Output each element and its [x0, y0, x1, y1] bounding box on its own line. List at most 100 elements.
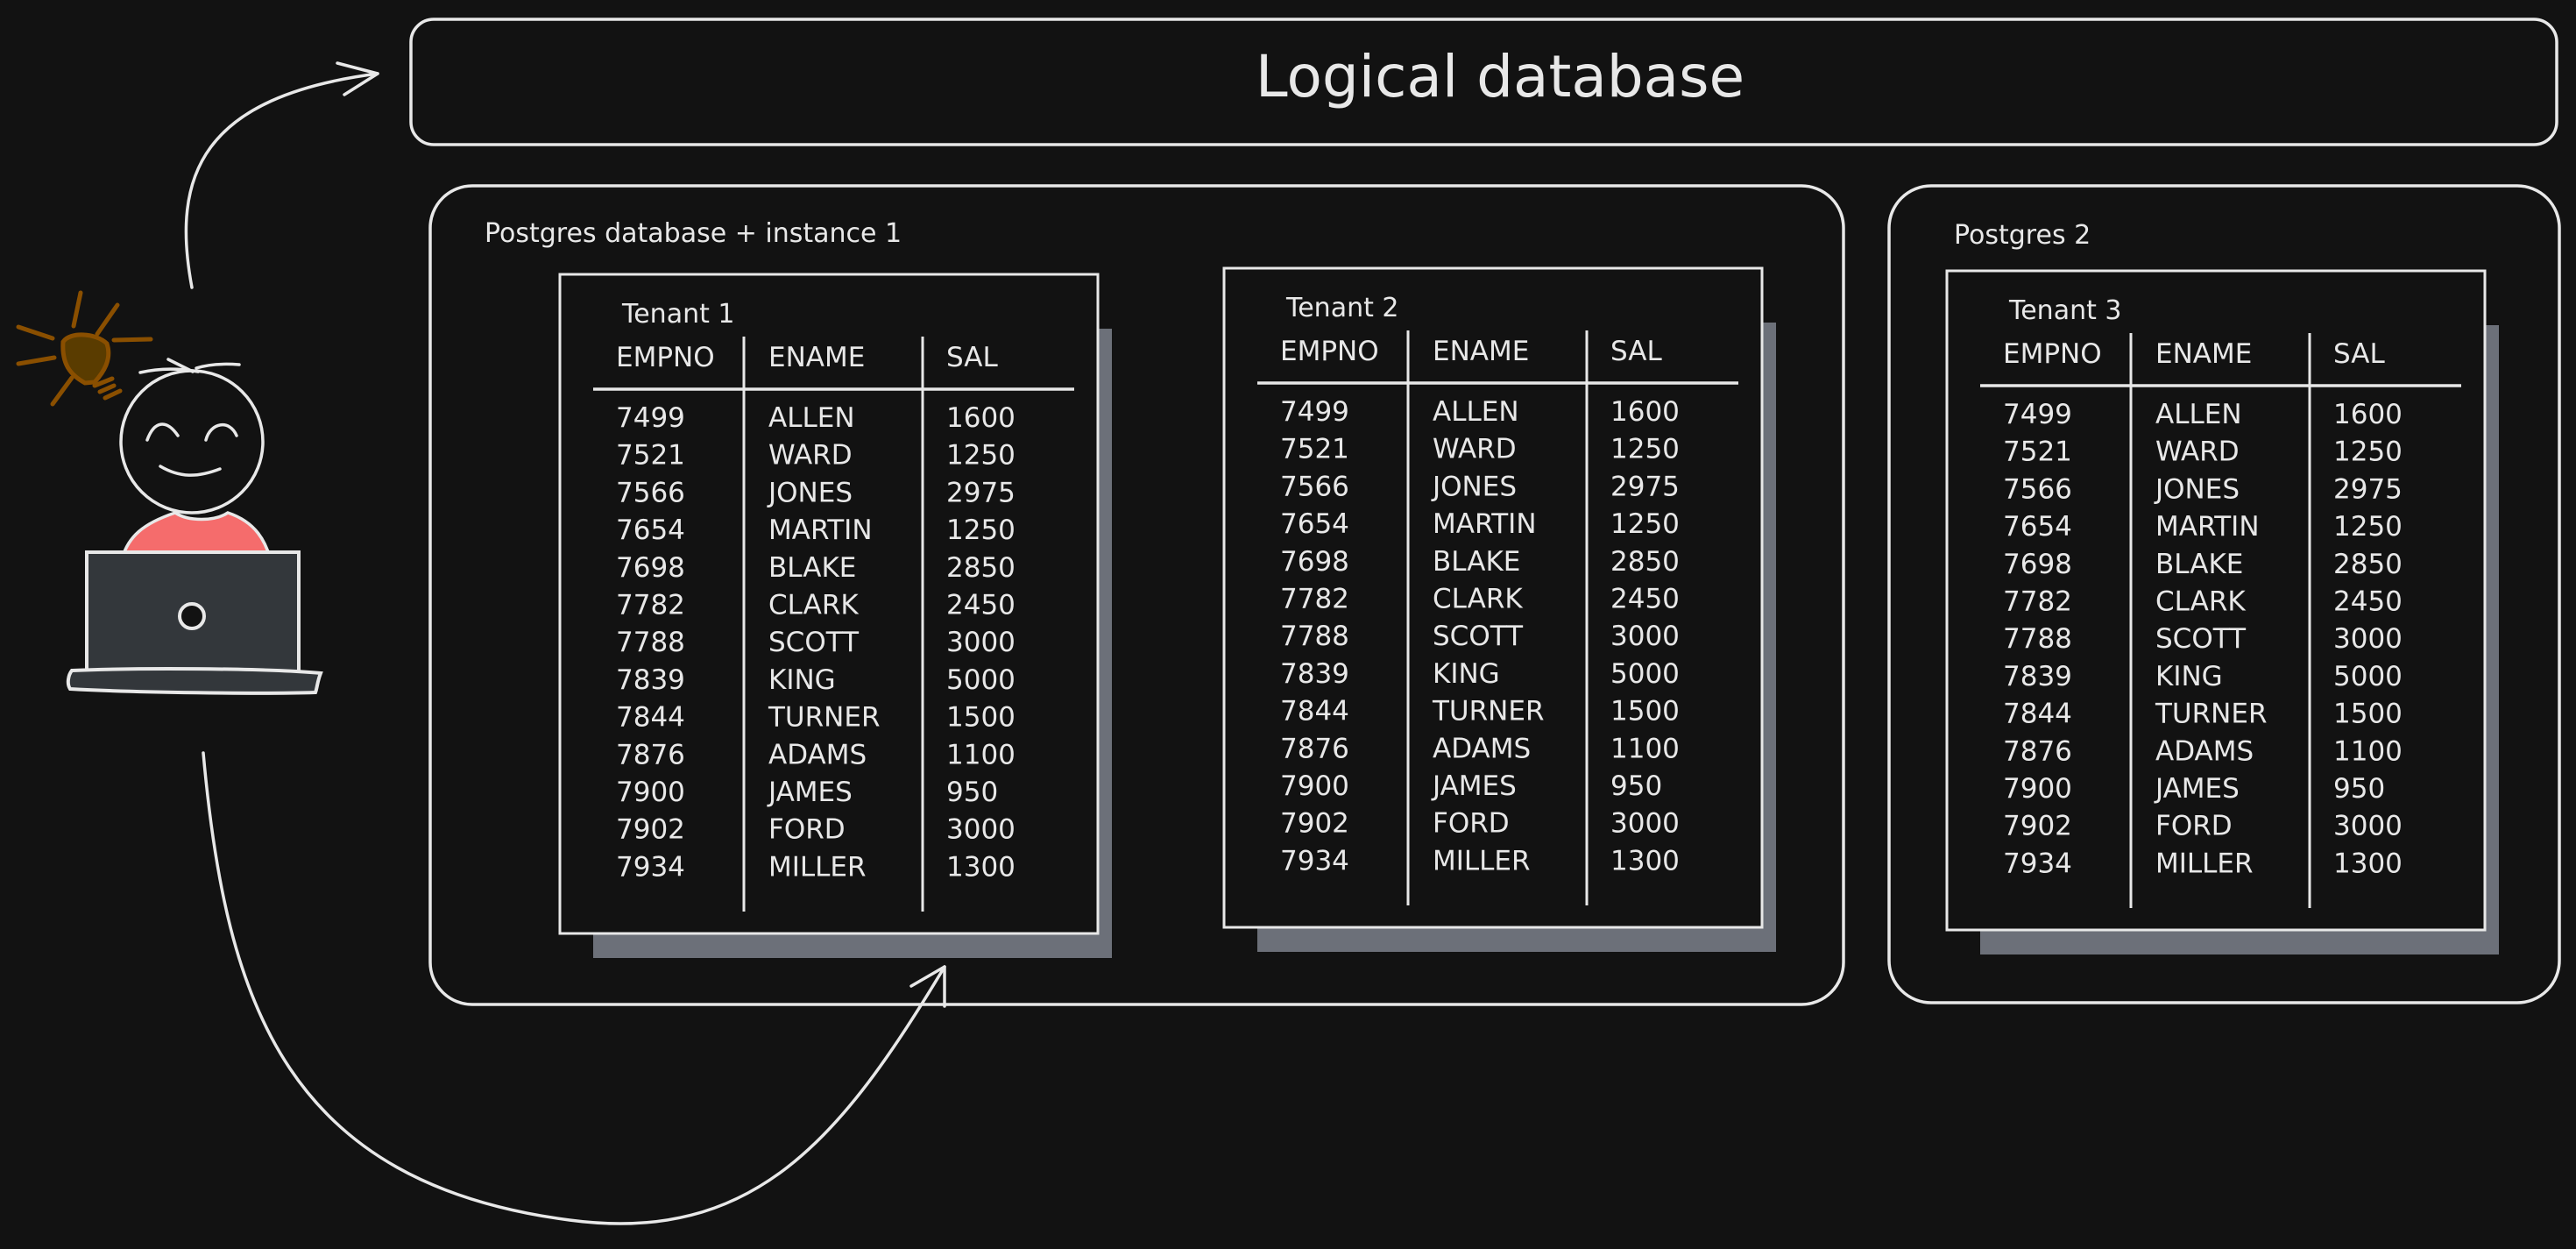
table-row: 7900 JAMES 950	[2003, 773, 2385, 805]
table-row: 7902 FORD 3000	[1280, 808, 1680, 840]
table-row: 7876 ADAMS 1100	[2003, 735, 2403, 767]
table-cell: TURNER	[768, 702, 880, 734]
table-cell: 7839	[1280, 658, 1349, 690]
table-cell: 950	[1610, 770, 1662, 802]
table-row: 7782 CLARK 2450	[1280, 584, 1680, 615]
table-cell: 7900	[1280, 770, 1349, 802]
table-cell: WARD	[768, 440, 853, 472]
instance-1-label: Postgres database + instance 1	[485, 218, 902, 249]
table-cell: 1500	[946, 702, 1016, 734]
table-cell: JONES	[1431, 471, 1517, 502]
table-cell: SCOTT	[1433, 621, 1524, 652]
table-row: 7902 FORD 3000	[2003, 811, 2403, 842]
table-cell: CLARK	[768, 590, 859, 621]
table-row: 7788 SCOTT 3000	[616, 627, 1016, 658]
tenant-label: Tenant 1	[621, 299, 734, 330]
table-cell: 7876	[616, 739, 685, 770]
table-cell: WARD	[1433, 434, 1517, 465]
table-cell: 7654	[1280, 508, 1349, 540]
table-row: 7844 TURNER 1500	[2003, 699, 2403, 730]
table-cell: 7934	[616, 851, 685, 883]
table-cell: MARTIN	[2155, 511, 2260, 543]
person-icon	[118, 358, 276, 573]
table-cell: 1250	[1610, 434, 1680, 465]
table-cell: 2975	[1610, 471, 1680, 502]
table-cell: KING	[1433, 658, 1500, 690]
table-cell: MILLER	[1433, 845, 1531, 876]
table-cell: 5000	[2333, 661, 2403, 692]
table-cell: 2450	[2333, 586, 2403, 618]
table-cell: SCOTT	[2155, 623, 2247, 655]
table-cell: 2850	[1610, 546, 1680, 578]
table-cell: 3000	[1610, 808, 1680, 840]
table-cell: 5000	[1610, 658, 1680, 690]
table-row: 7521 WARD 1250	[2003, 436, 2403, 468]
table-row: 7844 TURNER 1500	[616, 702, 1016, 734]
column-header: EMPNO	[616, 342, 715, 373]
table-cell: 7902	[2003, 811, 2072, 842]
table-row: 7876 ADAMS 1100	[1280, 733, 1680, 764]
table-cell: ALLEN	[2155, 399, 2242, 430]
table-cell: MARTIN	[1433, 508, 1537, 540]
table-cell: 1300	[2333, 848, 2403, 879]
table-cell: 7566	[1280, 471, 1349, 502]
table-cell: 7698	[1280, 546, 1349, 578]
table-row: 7698 BLAKE 2850	[2003, 549, 2403, 580]
table-cell: 7876	[1280, 733, 1349, 764]
table-row: 7902 FORD 3000	[616, 814, 1016, 846]
table-row: 7934 MILLER 1300	[1280, 845, 1680, 876]
table-cell: 3000	[946, 814, 1016, 846]
table-cell: 7788	[616, 627, 685, 658]
table-cell: ADAMS	[1433, 733, 1531, 764]
table-cell: 7521	[616, 440, 685, 472]
table-row: 7900 JAMES 950	[1280, 770, 1662, 802]
table-cell: 1600	[1610, 396, 1680, 428]
table-cell: ADAMS	[2155, 735, 2254, 767]
table-cell: KING	[768, 664, 836, 696]
lightbulb-icon	[16, 290, 153, 407]
table-row: 7521 WARD 1250	[616, 440, 1016, 472]
table-row: 7788 SCOTT 3000	[2003, 623, 2403, 655]
table-row: 7698 BLAKE 2850	[616, 552, 1016, 584]
table-row: 7654 MARTIN 1250	[1280, 508, 1680, 540]
arrow-to-tenant-1	[202, 751, 946, 1225]
table-cell: 7844	[2003, 699, 2072, 730]
table-row: 7499 ALLEN 1600	[1280, 396, 1680, 428]
logical-database-title: Logical database	[1256, 43, 1744, 110]
table-cell: 2975	[946, 477, 1016, 508]
table-cell: MARTIN	[768, 515, 873, 546]
table-row: 7566 JONES 2975	[1280, 471, 1680, 502]
table-cell: 7566	[616, 477, 685, 508]
table-cell: ALLEN	[768, 402, 855, 434]
postgres-instance-2-box: Postgres 2	[1887, 184, 2561, 1004]
table-cell: 1250	[2333, 511, 2403, 543]
table-cell: JAMES	[2154, 773, 2240, 805]
table-cell: KING	[2155, 661, 2223, 692]
table-row: 7654 MARTIN 1250	[616, 515, 1016, 546]
table-row: 7839 KING 5000	[1280, 658, 1680, 690]
column-header: SAL	[946, 342, 998, 373]
table-row: 7900 JAMES 950	[616, 777, 998, 808]
column-header: ENAME	[768, 342, 865, 373]
logical-database-box: Logical database	[409, 18, 2558, 146]
table-row: 7782 CLARK 2450	[2003, 586, 2403, 618]
table-cell: MILLER	[2155, 848, 2254, 879]
table-cell: 3000	[2333, 623, 2403, 655]
table-cell: 7839	[2003, 661, 2072, 692]
arrow-to-logical-database	[184, 61, 379, 289]
table-frame	[1222, 266, 1764, 929]
table-cell: 7782	[616, 590, 685, 621]
table-cell: 7839	[616, 664, 685, 696]
table-cell: FORD	[2155, 811, 2233, 842]
table-cell: 1250	[1610, 508, 1680, 540]
table-row: 7839 KING 5000	[616, 664, 1016, 696]
column-header: SAL	[1610, 336, 1662, 367]
table-cell: 1300	[1610, 845, 1680, 876]
table-row: 7654 MARTIN 1250	[2003, 511, 2403, 543]
table-cell: 7876	[2003, 735, 2072, 767]
table-cell: 1600	[946, 402, 1016, 434]
table-cell: 7782	[1280, 584, 1349, 615]
table-cell: 7698	[2003, 549, 2072, 580]
table-cell: CLARK	[1433, 584, 1523, 615]
table-cell: BLAKE	[2155, 549, 2243, 580]
